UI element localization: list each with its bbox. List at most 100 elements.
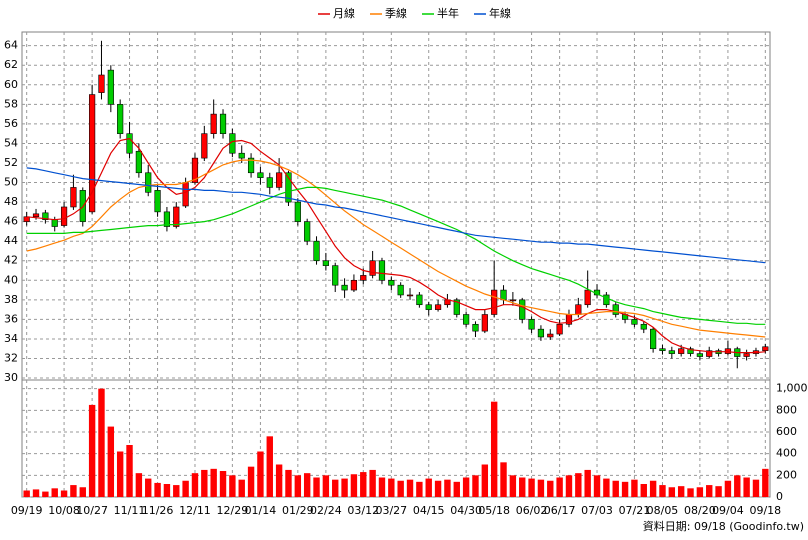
volume-bar	[51, 488, 58, 497]
y-tick-label: 62	[4, 58, 18, 71]
candle-body	[145, 172, 152, 193]
y-tick-label: 44	[4, 234, 18, 247]
candle-body	[32, 213, 40, 218]
y-tick-label: 50	[4, 176, 18, 189]
x-tick-label: 09/04	[712, 504, 744, 517]
volume-bar	[79, 487, 86, 497]
candle-body	[491, 289, 498, 315]
legend-label: 半年	[437, 6, 459, 20]
candle-body	[304, 221, 311, 242]
volume-bar	[238, 479, 245, 497]
volume-bar	[266, 436, 273, 497]
candle-body	[584, 289, 591, 306]
volume-tick-label: 1,000	[776, 382, 808, 395]
volume-bar	[219, 471, 227, 497]
volume-bar	[603, 478, 610, 497]
candle-body	[528, 319, 535, 330]
candle-body	[332, 265, 339, 286]
candle-body	[219, 113, 227, 134]
x-tick-label: 10/27	[76, 504, 108, 517]
volume-bar	[88, 404, 96, 497]
volume-bar	[23, 490, 30, 497]
volume-bar	[135, 473, 143, 497]
volume-bar	[762, 468, 769, 497]
candle-body	[163, 211, 171, 227]
volume-bar	[360, 472, 367, 497]
candle-body	[640, 323, 647, 330]
volume-bar	[752, 479, 760, 497]
candle-body	[276, 172, 283, 188]
legend-label: 季線	[385, 6, 407, 20]
volume-bar	[275, 464, 283, 497]
volume-bar	[247, 466, 255, 497]
volume-bar	[537, 479, 545, 497]
volume-tick-label: 0	[776, 490, 783, 503]
volume-bar	[32, 489, 40, 497]
plot-frame	[21, 31, 771, 498]
x-tick-label: 02/24	[310, 504, 342, 517]
candle-body	[481, 314, 488, 332]
volume-bar	[285, 469, 292, 497]
candle-body	[472, 323, 479, 332]
x-tick-label: 09/19	[11, 504, 43, 517]
x-tick-label: 04/15	[413, 504, 445, 517]
volume-bar	[313, 477, 320, 497]
candle-body	[60, 206, 68, 226]
volume-bar	[257, 451, 264, 497]
candle-body	[397, 284, 404, 296]
volume-bar	[631, 479, 638, 497]
volume-bar	[154, 482, 161, 497]
candle-body	[23, 216, 30, 222]
candle-body	[238, 152, 245, 159]
volume-bar	[490, 401, 498, 497]
candle-body	[322, 260, 329, 266]
volume-bar	[163, 484, 171, 497]
y-tick-label: 46	[4, 215, 18, 228]
volume-bar	[556, 477, 563, 497]
y-tick-label: 34	[4, 332, 18, 345]
volume-bar	[668, 487, 676, 497]
volume-bar	[369, 469, 376, 497]
candle-body	[463, 314, 470, 325]
volume-bar	[201, 469, 208, 497]
candle-body	[500, 289, 507, 301]
volume-bar	[659, 485, 666, 497]
footer: 資料日期: 09/18 (Goodinfo.tw)	[643, 519, 804, 533]
volume-bar	[116, 451, 124, 497]
candle-body	[706, 350, 713, 357]
candle-body	[603, 294, 610, 306]
volume-bar	[500, 462, 507, 497]
candle-body	[107, 69, 114, 105]
volume-bar	[229, 475, 236, 497]
volume-bar	[696, 487, 704, 497]
volume-tick-label: 600	[776, 425, 797, 438]
volume-tick-label: 200	[776, 468, 797, 481]
y-tick-label: 52	[4, 156, 18, 169]
candle-body	[257, 172, 264, 178]
candle-body	[89, 94, 96, 213]
volume-bar	[649, 480, 657, 497]
y-tick-label: 40	[4, 273, 18, 286]
y-tick-label: 32	[4, 351, 18, 364]
volume-bar	[472, 475, 479, 497]
volume-bar	[60, 490, 68, 497]
volume-bar	[677, 486, 685, 497]
volume-bar	[444, 479, 451, 497]
volume-bar	[584, 469, 591, 497]
candle-body	[70, 187, 77, 208]
volume-bar	[434, 480, 442, 497]
volume-bar	[575, 473, 582, 497]
volume-bar	[547, 480, 554, 497]
candle-body	[51, 219, 58, 227]
candle-body	[98, 74, 105, 93]
x-tick-label: 08/05	[647, 504, 679, 517]
candle-body	[42, 212, 49, 220]
y-tick-label: 36	[4, 312, 18, 325]
candle-body	[659, 348, 666, 351]
volume-bar	[743, 477, 750, 497]
x-tick-label: 11/26	[142, 504, 174, 517]
volume-bar	[332, 479, 339, 497]
volume-bar	[378, 477, 386, 497]
volume-bar	[724, 480, 732, 497]
candle-body	[154, 190, 161, 213]
